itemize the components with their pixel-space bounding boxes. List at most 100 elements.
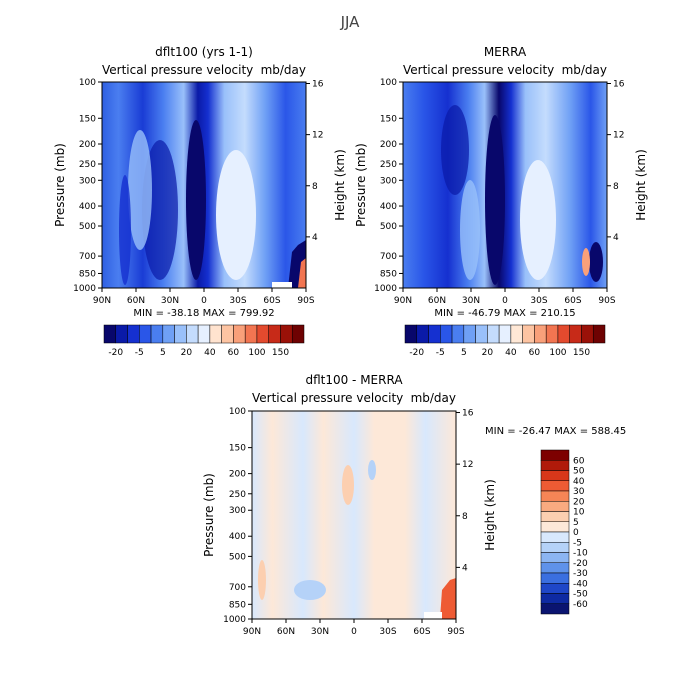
colorbar-cell (127, 324, 140, 344)
colorbar-cell (404, 324, 418, 344)
y-tick-label: 300 (229, 506, 246, 516)
heatmap-hotspot (298, 258, 306, 288)
colorbar-cell (540, 521, 570, 533)
colorbar-cell (569, 324, 582, 344)
colorbar-cell (268, 324, 281, 344)
colorbar-label: 60 (529, 348, 541, 358)
x-tick-label: 0 (502, 296, 508, 306)
colorbar-cell (540, 583, 570, 594)
colorbar-cell (540, 490, 570, 502)
y-tick-label-right: 4 (312, 233, 318, 243)
x-tick-label: 90S (297, 296, 314, 306)
colorbar-label: 5 (573, 518, 579, 528)
colorbar-label: 10 (573, 508, 585, 518)
y-tick-label: 400 (79, 202, 96, 212)
colorbar-cell (522, 324, 535, 344)
stats: MIN = -46.79 MAX = 210.15 (434, 308, 575, 319)
colorbar-cell (487, 324, 500, 344)
y-tick-label: 100 (79, 78, 96, 88)
colorbar-cell (540, 460, 570, 471)
y-tick-label: 850 (79, 269, 96, 279)
colorbar-cell (174, 324, 187, 344)
y-tick-label: 200 (380, 140, 397, 150)
colorbar-cell (592, 324, 606, 344)
colorbar-cell (440, 324, 453, 344)
colorbar-label: -10 (573, 549, 588, 559)
y-axis-label: Pressure (mb) (354, 143, 368, 227)
x-tick-label: 90N (394, 296, 412, 306)
heatmap-light (128, 130, 152, 250)
panel-title: dflt100 - MERRA (305, 373, 403, 387)
heatmap-light (460, 180, 480, 280)
colorbar-cell (451, 324, 465, 344)
y-tick-label: 1000 (73, 284, 96, 294)
colorbar-label: 20 (181, 348, 193, 358)
x-tick-label: 60S (263, 296, 280, 306)
x-tick-label: 30S (229, 296, 246, 306)
x-tick-label: 0 (201, 296, 207, 306)
colorbar-label: -30 (573, 569, 588, 579)
colorbar-cell (540, 593, 570, 604)
y-tick-label: 400 (229, 532, 246, 542)
panel-title: dflt100 (yrs 1-1) (155, 45, 253, 59)
y-tick-label-right: 12 (613, 131, 624, 141)
colorbar-label: -20 (409, 348, 424, 358)
colorbar-cell (545, 324, 559, 344)
colorbar-cell (540, 501, 570, 512)
y-axis-label-right: Height (km) (483, 479, 497, 550)
colorbar-cell (540, 542, 570, 553)
colorbar-cell (103, 324, 117, 344)
x-tick-label: 60S (564, 296, 581, 306)
colorbar-label: 30 (573, 487, 585, 497)
colorbar-label: 40 (573, 477, 585, 487)
y-tick-label-right: 4 (613, 233, 619, 243)
colorbar-label: 40 (204, 348, 216, 358)
colorbar-cell (540, 552, 570, 563)
stats: MIN = -38.18 MAX = 799.92 (133, 308, 274, 319)
y-tick-label: 250 (229, 490, 246, 500)
y-tick-label: 500 (229, 552, 246, 562)
colorbar-cell (581, 324, 594, 344)
colorbar-label: 60 (228, 348, 240, 358)
colorbar-cell (475, 324, 488, 344)
colorbar-label: -50 (573, 590, 588, 600)
y-tick-label-right: 16 (462, 409, 474, 419)
x-tick-label: 30S (530, 296, 547, 306)
missing-data (424, 612, 442, 619)
missing-data (272, 282, 292, 288)
y-tick-label: 700 (380, 252, 397, 262)
heatmap-core (186, 120, 206, 280)
heatmap-core (119, 175, 131, 285)
y-tick-label: 300 (79, 176, 96, 186)
y-tick-label: 850 (229, 600, 246, 610)
colorbar-cell (498, 324, 512, 344)
stats: MIN = -26.47 MAX = 588.45 (485, 426, 626, 437)
colorbar-label: -5 (135, 348, 144, 358)
panel-subtitle-left: Vertical pressure velocity (403, 63, 554, 77)
y-tick-label: 500 (380, 222, 397, 232)
y-tick-label: 850 (380, 269, 397, 279)
y-axis-label-right: Height (km) (333, 149, 347, 220)
y-tick-label: 100 (380, 78, 397, 88)
colorbar-cell (416, 324, 429, 344)
colorbar-label: -20 (573, 559, 588, 569)
panel-subtitle-right: mb/day (562, 63, 607, 77)
colorbar-label: -40 (573, 579, 588, 589)
y-tick-label-right: 12 (312, 131, 323, 141)
colorbar-label: 50 (573, 467, 585, 477)
colorbar-cell (233, 324, 246, 344)
colorbar-label: -5 (436, 348, 445, 358)
colorbar-label: -20 (108, 348, 123, 358)
x-tick-label: 60N (428, 296, 446, 306)
colorbar-label: 5 (160, 348, 166, 358)
heatmap-anomaly (342, 465, 354, 505)
colorbar-cell (557, 324, 570, 344)
y-tick-label: 1000 (374, 284, 397, 294)
heatmap-hotspot (582, 248, 590, 276)
colorbar-label: -60 (573, 600, 588, 610)
colorbar-cell (540, 603, 570, 615)
colorbar-label: 150 (573, 348, 590, 358)
colorbar-cell (540, 449, 570, 461)
y-tick-label: 200 (229, 470, 246, 480)
colorbar-label: 20 (482, 348, 494, 358)
